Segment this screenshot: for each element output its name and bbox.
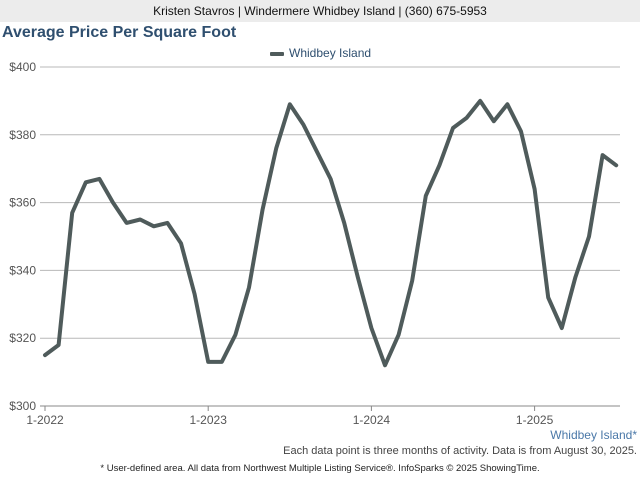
y-tick-label-380: $380: [9, 128, 36, 142]
x-tick-label-1-2022: 1-2022: [26, 413, 64, 427]
legend-swatch: [270, 51, 284, 56]
x-tick-label-1-2025: 1-2025: [516, 413, 554, 427]
x-tick-label-1-2024: 1-2024: [353, 413, 391, 427]
x-tick-label-1-2023: 1-2023: [190, 413, 228, 427]
footer-disclaimer: * User-defined area. All data from North…: [100, 463, 540, 474]
area-label: Whidbey Island*: [550, 428, 637, 442]
data-note: Each data point is three months of activ…: [283, 445, 637, 457]
series-line-0: [43, 98, 619, 368]
agent-header: Kristen Stavros | Windermere Whidbey Isl…: [0, 0, 640, 22]
y-tick-label-400: $400: [9, 60, 36, 74]
y-tick-label-360: $360: [9, 196, 36, 210]
y-tick-label-300: $300: [9, 399, 36, 413]
y-tick-label-320: $320: [9, 331, 36, 345]
y-tick-label-340: $340: [9, 263, 36, 277]
legend-label: Whidbey Island: [289, 46, 372, 60]
chart-title: Average Price Per Square Foot: [2, 24, 237, 41]
legend: Whidbey Island: [270, 46, 371, 60]
